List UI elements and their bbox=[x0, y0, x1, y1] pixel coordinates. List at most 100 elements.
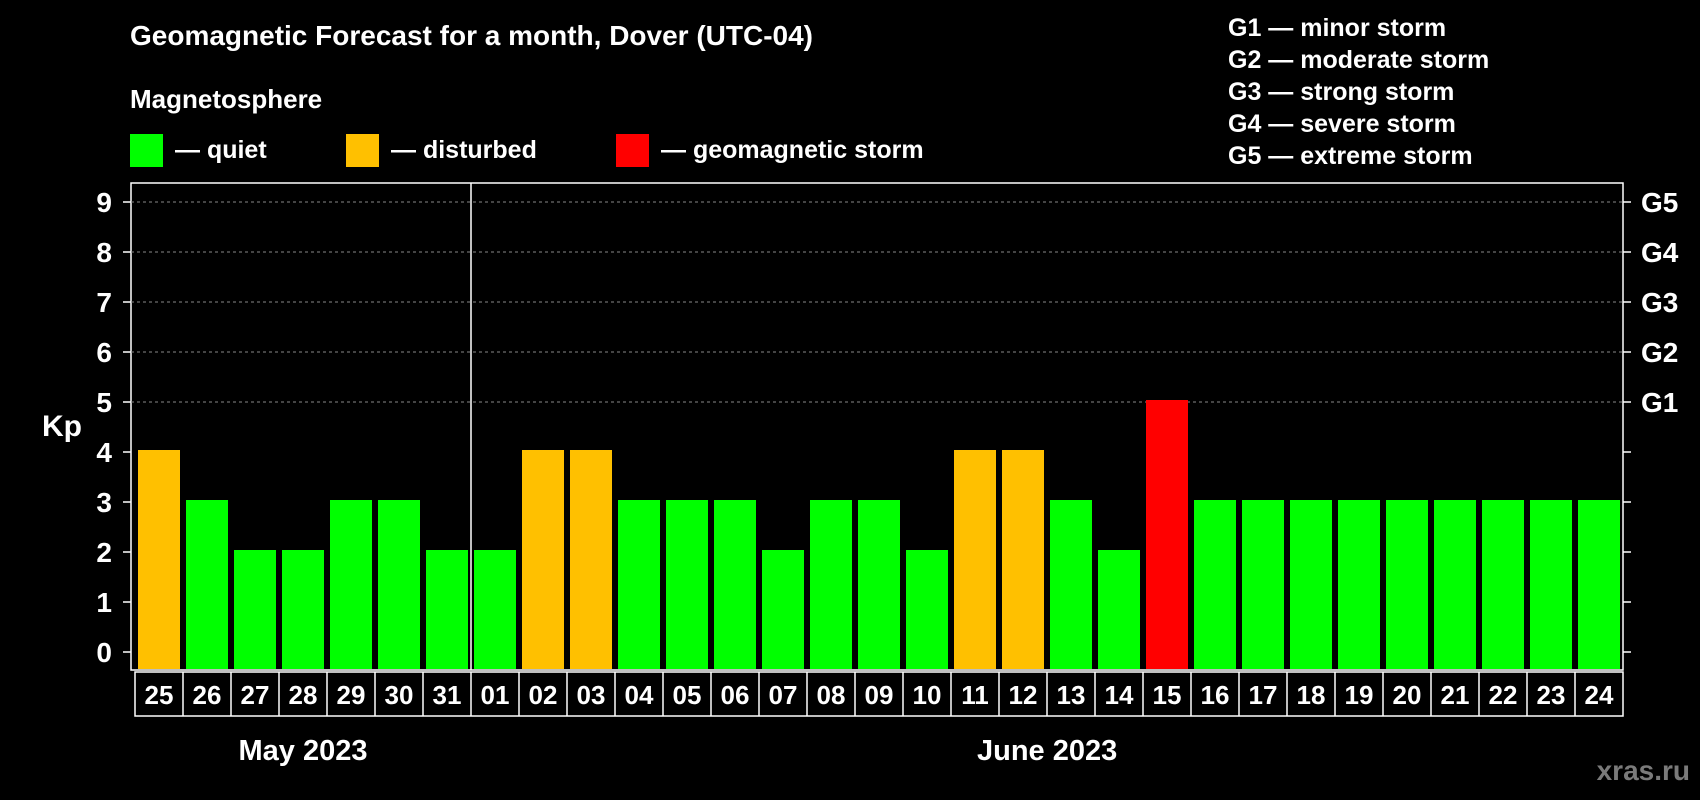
date-label-06: 06 bbox=[721, 680, 750, 710]
bar-17 bbox=[1242, 500, 1284, 669]
date-label-07: 07 bbox=[769, 680, 798, 710]
legend-item-disturbed: — disturbed bbox=[346, 133, 537, 167]
bar-11 bbox=[954, 450, 996, 669]
bar-23 bbox=[1530, 500, 1572, 669]
legend-subtitle: Magnetosphere bbox=[130, 84, 323, 114]
date-label-28: 28 bbox=[289, 680, 318, 710]
date-label-04: 04 bbox=[625, 680, 654, 710]
month-label-june: June 2023 bbox=[977, 735, 1118, 767]
bar-24 bbox=[1578, 500, 1620, 669]
date-label-30: 30 bbox=[385, 680, 414, 710]
bar-06 bbox=[714, 500, 756, 669]
date-label-24: 24 bbox=[1585, 680, 1614, 710]
date-row-frame bbox=[134, 671, 1624, 717]
legend-swatch-storm bbox=[616, 133, 649, 167]
bar-18 bbox=[1290, 500, 1332, 669]
bar-10 bbox=[906, 550, 948, 669]
date-label-27: 27 bbox=[241, 680, 270, 710]
bar-27 bbox=[234, 550, 276, 669]
bar-04 bbox=[618, 500, 660, 669]
legend-label-disturbed: — disturbed bbox=[391, 135, 537, 164]
right-tick-label-g4: G4 bbox=[1641, 237, 1679, 268]
date-label-29: 29 bbox=[337, 680, 366, 710]
y-tick-label-6: 6 bbox=[96, 337, 112, 368]
legend-item-storm: — geomagnetic storm bbox=[616, 133, 924, 167]
date-label-14: 14 bbox=[1105, 680, 1134, 710]
date-label-08: 08 bbox=[817, 680, 846, 710]
date-label-03: 03 bbox=[577, 680, 606, 710]
right-tick-label-g3: G3 bbox=[1641, 287, 1678, 318]
y-tick-label-5: 5 bbox=[96, 387, 112, 418]
watermark: xras.ru bbox=[1596, 755, 1690, 786]
y-tick-label-2: 2 bbox=[96, 537, 112, 568]
date-label-16: 16 bbox=[1201, 680, 1230, 710]
bar-29 bbox=[330, 500, 372, 669]
bar-31 bbox=[426, 550, 468, 669]
bar-01 bbox=[474, 550, 516, 669]
bar-22 bbox=[1482, 500, 1524, 669]
y-tick-label-3: 3 bbox=[96, 487, 112, 518]
bar-09 bbox=[858, 500, 900, 669]
date-label-13: 13 bbox=[1057, 680, 1086, 710]
date-label-12: 12 bbox=[1009, 680, 1038, 710]
right-tick-label-g1: G1 bbox=[1641, 387, 1678, 418]
bar-28 bbox=[282, 550, 324, 669]
bar-13 bbox=[1050, 500, 1092, 669]
legend-swatch-quiet bbox=[130, 133, 163, 167]
y-tick-label-7: 7 bbox=[96, 287, 112, 318]
bar-20 bbox=[1386, 500, 1428, 669]
plot-frame bbox=[130, 182, 1624, 671]
y-tick-label-0: 0 bbox=[96, 637, 112, 668]
date-label-11: 11 bbox=[961, 680, 989, 710]
chart-title: Geomagnetic Forecast for a month, Dover … bbox=[130, 20, 814, 51]
date-label-26: 26 bbox=[193, 680, 222, 710]
legend-label-storm: — geomagnetic storm bbox=[661, 135, 924, 164]
storm-level-g1: G1 — minor storm bbox=[1228, 14, 1447, 42]
y-tick-label-1: 1 bbox=[96, 587, 112, 618]
bar-25 bbox=[138, 450, 180, 669]
bar-03 bbox=[570, 450, 612, 669]
bar-07 bbox=[762, 550, 804, 669]
bar-14 bbox=[1098, 550, 1140, 669]
date-label-25: 25 bbox=[145, 680, 174, 710]
y-axis-label: Kp bbox=[42, 410, 82, 443]
date-label-23: 23 bbox=[1537, 680, 1566, 710]
right-tick-label-g2: G2 bbox=[1641, 337, 1678, 368]
date-label-05: 05 bbox=[673, 680, 702, 710]
bar-05 bbox=[666, 500, 708, 669]
date-label-15: 15 bbox=[1153, 680, 1182, 710]
bar-08 bbox=[810, 500, 852, 669]
legend-swatch-disturbed bbox=[346, 133, 379, 167]
date-label-02: 02 bbox=[529, 680, 558, 710]
date-label-09: 09 bbox=[865, 680, 894, 710]
y-tick-label-4: 4 bbox=[96, 437, 112, 468]
bar-16 bbox=[1194, 500, 1236, 669]
date-label-10: 10 bbox=[913, 680, 942, 710]
month-label-may: May 2023 bbox=[238, 735, 368, 767]
y-tick-label-8: 8 bbox=[96, 237, 112, 268]
right-tick-label-g5: G5 bbox=[1641, 187, 1678, 218]
date-label-22: 22 bbox=[1489, 680, 1518, 710]
y-tick-label-9: 9 bbox=[96, 187, 112, 218]
date-label-31: 31 bbox=[433, 680, 462, 710]
bar-19 bbox=[1338, 500, 1380, 669]
bar-30 bbox=[378, 500, 420, 669]
date-label-20: 20 bbox=[1393, 680, 1422, 710]
date-label-21: 21 bbox=[1441, 680, 1470, 710]
storm-level-g2: G2 — moderate storm bbox=[1228, 46, 1490, 74]
bar-12 bbox=[1002, 450, 1044, 669]
date-label-17: 17 bbox=[1249, 680, 1278, 710]
date-label-01: 01 bbox=[481, 680, 510, 710]
legend-item-quiet: — quiet bbox=[130, 133, 267, 167]
date-label-18: 18 bbox=[1297, 680, 1326, 710]
bar-26 bbox=[186, 500, 228, 669]
storm-level-g4: G4 — severe storm bbox=[1228, 110, 1456, 138]
bar-02 bbox=[522, 450, 564, 669]
bar-21 bbox=[1434, 500, 1476, 669]
storm-level-legend: G1 — minor storm G2 — moderate storm G3 … bbox=[1228, 12, 1489, 172]
storm-level-g5: G5 — extreme storm bbox=[1228, 142, 1473, 170]
date-label-19: 19 bbox=[1345, 680, 1374, 710]
legend-label-quiet: — quiet bbox=[175, 135, 267, 164]
bar-15 bbox=[1146, 400, 1188, 669]
